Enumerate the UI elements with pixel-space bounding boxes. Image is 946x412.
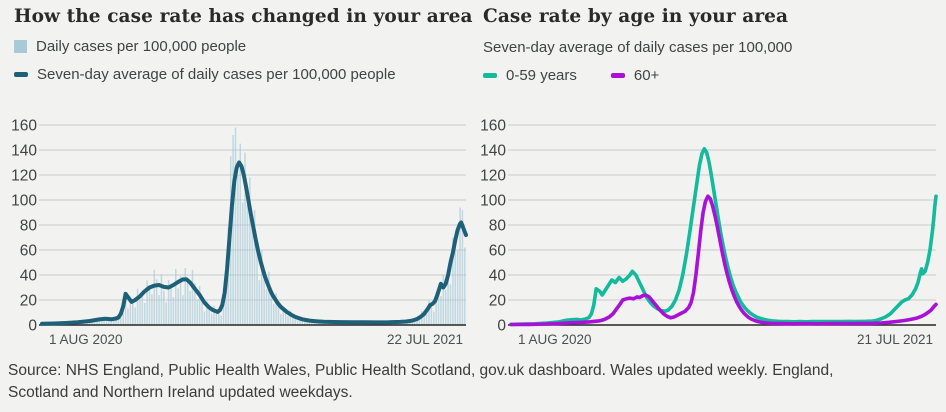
chart2-legend: 0-59 years 60+	[483, 67, 659, 84]
chart2-title: Case rate by age in your area	[483, 6, 789, 27]
gridlines	[508, 124, 936, 301]
source-line-1: Source: NHS England, Public Health Wales…	[8, 362, 834, 379]
panel-case-rate-change: How the case rate has changed in your ar…	[0, 0, 473, 356]
seven-day-average-swatch-icon	[14, 72, 28, 77]
panel-case-rate-by-age: Case rate by age in your area Seven-day …	[473, 0, 946, 356]
age-0-59-swatch-icon	[483, 73, 497, 78]
svg-text:60: 60	[20, 243, 38, 260]
svg-text:100: 100	[11, 193, 37, 210]
svg-text:160: 160	[11, 118, 37, 135]
svg-text:140: 140	[480, 143, 506, 160]
x-axis-labels: 1 AUG 2020 21 JUL 2021	[518, 332, 933, 347]
line-seven-day-average-of-daily-cases-per-100-000-people	[40, 160, 468, 326]
svg-text:160: 160	[480, 118, 506, 135]
svg-text:80: 80	[20, 218, 38, 235]
age-60-plus-legend-label: 60+	[633, 67, 660, 84]
svg-text:120: 120	[11, 168, 37, 185]
y-axis-labels: 0 20 40 60 80 100 120 140 160	[11, 118, 37, 335]
source-line-2: Scotland and Northern Ireland updated we…	[8, 384, 353, 401]
svg-text:0: 0	[497, 318, 506, 335]
age-0-59-legend-label: 0-59 years	[506, 67, 577, 84]
seven-day-average-legend-label: Seven-day average of daily cases per 100…	[37, 66, 396, 83]
svg-text:40: 40	[20, 268, 38, 285]
source-note: Source: NHS England, Public Health Wales…	[8, 360, 938, 404]
svg-text:1 AUG 2020: 1 AUG 2020	[49, 332, 123, 347]
chart2-legend-older: 60+	[610, 67, 660, 84]
svg-text:20: 20	[20, 293, 38, 310]
chart1-legend-average: Seven-day average of daily cases per 100…	[14, 66, 396, 83]
svg-text:120: 120	[480, 168, 506, 185]
chart2-canvas: 0 20 40 60 80 100 120 140 160 1 AUG 2020 21 JUL 20…	[480, 118, 938, 347]
svg-text:1 AUG 2020: 1 AUG 2020	[518, 332, 592, 347]
chart1-title: How the case rate has changed in your ar…	[14, 6, 473, 27]
y-axis-labels: 0 20 40 60 80 100 120 140 160	[480, 118, 506, 335]
chart2-subtitle: Seven-day average of daily cases per 100…	[483, 39, 793, 56]
svg-text:21 JUL 2021: 21 JUL 2021	[857, 332, 933, 347]
svg-text:20: 20	[489, 293, 507, 310]
chart1-legend-daily-cases: Daily cases per 100,000 people	[14, 38, 246, 55]
svg-text:80: 80	[489, 218, 507, 235]
svg-text:100: 100	[480, 193, 506, 210]
daily-cases-legend-label: Daily cases per 100,000 people	[36, 38, 247, 55]
line-60-	[509, 194, 938, 327]
svg-text:140: 140	[11, 143, 37, 160]
chart1-canvas: 0 20 40 60 80 100 120 140 160 1 AUG 2020 22 JUL 20…	[11, 118, 468, 347]
svg-text:60: 60	[489, 243, 507, 260]
age-60-plus-swatch-icon	[610, 73, 625, 78]
svg-text:22 JUL 2021: 22 JUL 2021	[387, 332, 463, 347]
line-0-59-years	[509, 147, 938, 327]
x-axis-labels: 1 AUG 2020 22 JUL 2021	[49, 332, 463, 347]
daily-cases-swatch-icon	[14, 40, 27, 53]
svg-text:0: 0	[28, 318, 37, 335]
svg-text:40: 40	[489, 268, 507, 285]
chart2-legend-young: 0-59 years	[483, 67, 577, 84]
